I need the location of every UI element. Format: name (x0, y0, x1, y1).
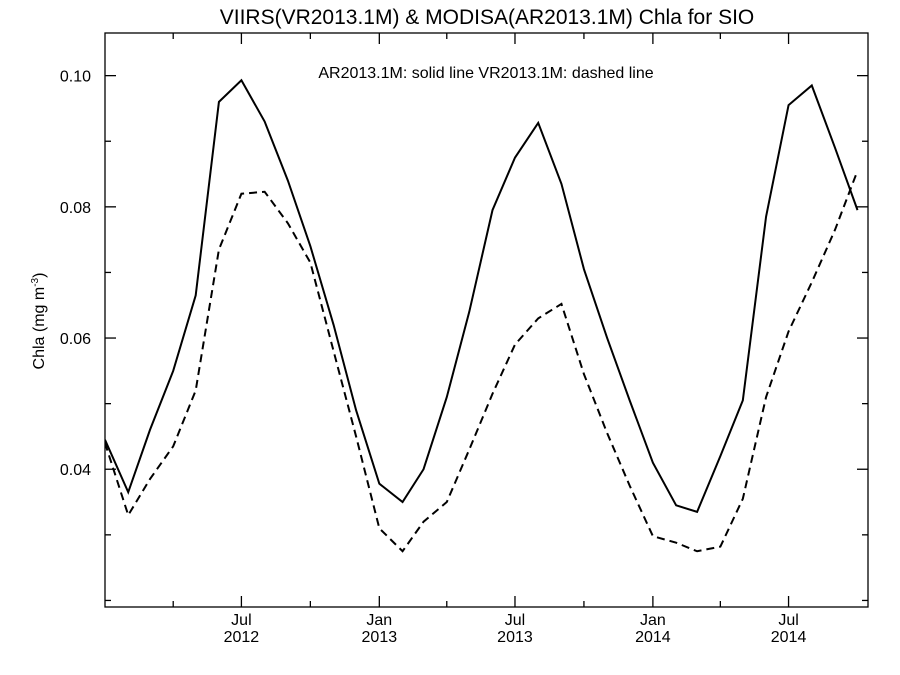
y-axis-label-main: Chla (mg m (31, 287, 48, 370)
y-tick-label: 0.06 (60, 331, 91, 348)
y-tick-label: 0.08 (60, 200, 91, 217)
x-tick-label-year: 2012 (224, 629, 260, 646)
series-line-vr2013-1m (105, 170, 859, 553)
chart-annotation: AR2013.1M: solid line VR2013.1M: dashed … (318, 65, 653, 82)
y-axis-label-close: ) (31, 273, 48, 278)
x-tick-label-year: 2014 (635, 629, 671, 646)
x-tick-label-year: 2013 (497, 629, 533, 646)
series (105, 78, 859, 553)
x-tick-label-month: Jul (505, 612, 525, 629)
x-tick-label-month: Jan (366, 612, 392, 629)
y-axis-label-sup: -3 (30, 277, 41, 286)
plot-frame (104, 32, 869, 608)
y-tick-label: 0.04 (60, 462, 91, 479)
chart-title: VIIRS(VR2013.1M) & MODISA(AR2013.1M) Chl… (220, 6, 755, 29)
y-tick-label: 0.10 (60, 69, 91, 86)
series-line-ar2013-1m (105, 78, 859, 514)
x-tick-label-year: 2013 (362, 629, 398, 646)
x-tick-label-month: Jul (778, 612, 798, 629)
ticks: 0.040.060.080.10Jul2012Jan2013Jul2013Jan… (60, 33, 868, 646)
y-axis-label: Chla (mg m-3) (30, 273, 48, 370)
x-tick-label-year: 2014 (771, 629, 807, 646)
x-tick-label-month: Jan (640, 612, 666, 629)
x-tick-label-month: Jul (231, 612, 251, 629)
axes (104, 32, 869, 608)
